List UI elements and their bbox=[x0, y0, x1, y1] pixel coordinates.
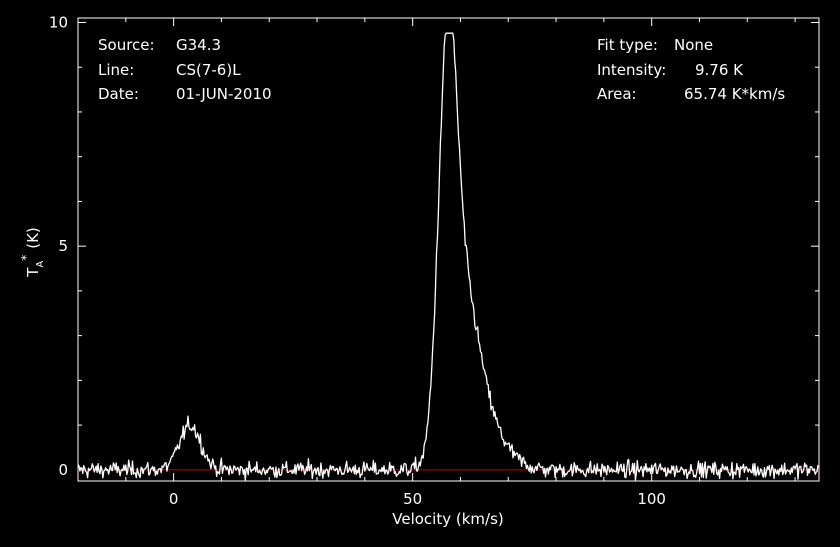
source-value: G34.3 bbox=[176, 36, 221, 54]
info-left-block: Source: G34.3 Line: CS(7-6)L Date: 01-JU… bbox=[98, 36, 272, 103]
y-label-unit: (K) bbox=[24, 227, 42, 249]
info-right-block: Fit type: None Intensity: 9.76 K Area: 6… bbox=[597, 36, 785, 103]
fit-type-value: None bbox=[674, 36, 713, 54]
fit-type-key: Fit type: bbox=[597, 36, 658, 54]
y-label-base: T bbox=[24, 267, 42, 278]
area-value: 65.74 K*km/s bbox=[684, 85, 785, 103]
plot-frame bbox=[77, 17, 820, 482]
y-label-sub: A bbox=[35, 261, 46, 268]
x-tick-label: 50 bbox=[403, 490, 422, 508]
area-key: Area: bbox=[597, 85, 637, 103]
y-label-sup: * bbox=[19, 255, 33, 261]
line-key: Line: bbox=[98, 61, 134, 79]
date-value: 01-JUN-2010 bbox=[176, 85, 272, 103]
date-key: Date: bbox=[98, 85, 139, 103]
line-value: CS(7-6)L bbox=[176, 61, 241, 79]
intensity-value: 9.76 K bbox=[695, 61, 744, 79]
source-key: Source: bbox=[98, 36, 155, 54]
y-tick-label: 0 bbox=[58, 461, 68, 479]
svg-text:TA*(K): TA* (K) bbox=[19, 227, 46, 278]
y-tick-label: 5 bbox=[58, 237, 68, 255]
x-axis-ticks: 0 50 100 bbox=[77, 18, 796, 508]
intensity-key: Intensity: bbox=[597, 61, 666, 79]
y-tick-label: 10 bbox=[49, 13, 68, 31]
y-axis-label: TA* (K) bbox=[19, 227, 46, 278]
x-tick-label: 100 bbox=[637, 490, 666, 508]
x-tick-label: 0 bbox=[169, 490, 179, 508]
x-axis-label: Velocity (km/s) bbox=[392, 510, 503, 528]
spectrum-line bbox=[77, 32, 819, 481]
y-axis-ticks: 0 5 10 bbox=[49, 13, 819, 479]
